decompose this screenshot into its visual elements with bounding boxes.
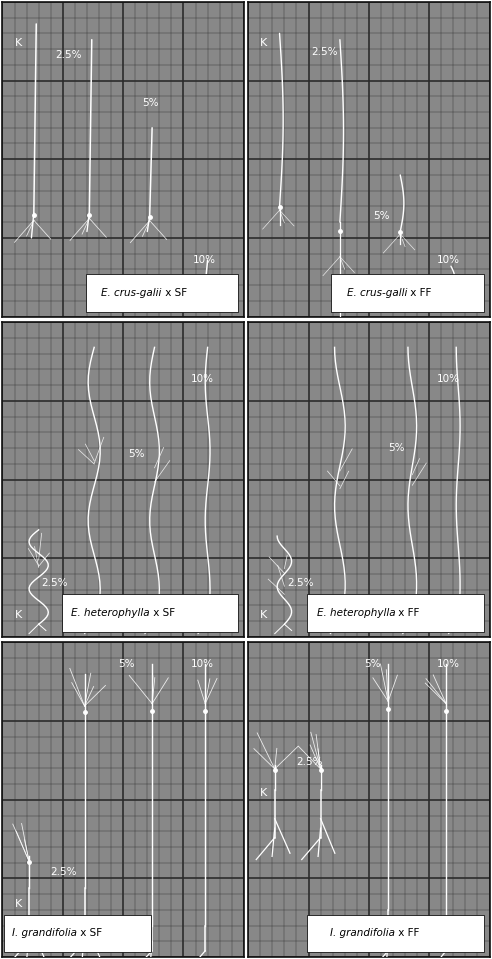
Text: 5%: 5% [128,450,145,459]
Text: 2.5%: 2.5% [51,867,77,877]
Text: 2.5%: 2.5% [297,757,323,767]
Text: x FF: x FF [407,288,432,298]
Text: 5%: 5% [143,98,159,107]
FancyBboxPatch shape [308,595,484,632]
Text: I. grandifolia: I. grandifolia [331,928,396,939]
Text: 10%: 10% [191,660,214,669]
Text: E. heterophylla: E. heterophylla [317,608,396,619]
Text: E. crus-galii: E. crus-galii [101,288,162,298]
Text: 5%: 5% [374,211,390,221]
FancyBboxPatch shape [62,595,238,632]
FancyBboxPatch shape [3,915,151,952]
Text: x FF: x FF [396,608,420,619]
Text: 10%: 10% [193,255,216,265]
Text: 10%: 10% [191,374,214,384]
Text: x SF: x SF [77,928,102,939]
Text: K: K [15,899,22,908]
Text: 2.5%: 2.5% [311,47,338,58]
Text: 5%: 5% [364,660,380,669]
Text: K: K [15,37,22,48]
Text: 2.5%: 2.5% [56,51,82,60]
Text: E. heterophylla: E. heterophylla [71,608,150,619]
Text: 10%: 10% [436,255,460,265]
Text: 10%: 10% [436,374,460,384]
Text: x SF: x SF [150,608,175,619]
FancyBboxPatch shape [86,274,238,312]
Text: K: K [260,610,268,620]
Text: 2.5%: 2.5% [287,578,313,588]
Text: K: K [15,610,22,620]
Text: K: K [260,37,268,48]
Text: x SF: x SF [162,288,187,298]
Text: K: K [260,788,268,799]
FancyBboxPatch shape [332,274,484,312]
FancyBboxPatch shape [308,915,484,952]
Text: 5%: 5% [118,660,135,669]
Text: I. grandifolia: I. grandifolia [12,928,77,939]
Text: x FF: x FF [396,928,420,939]
Text: 10%: 10% [436,660,460,669]
Text: E. crus-galli: E. crus-galli [347,288,407,298]
Text: 5%: 5% [388,443,404,453]
Text: 2.5%: 2.5% [41,578,67,588]
